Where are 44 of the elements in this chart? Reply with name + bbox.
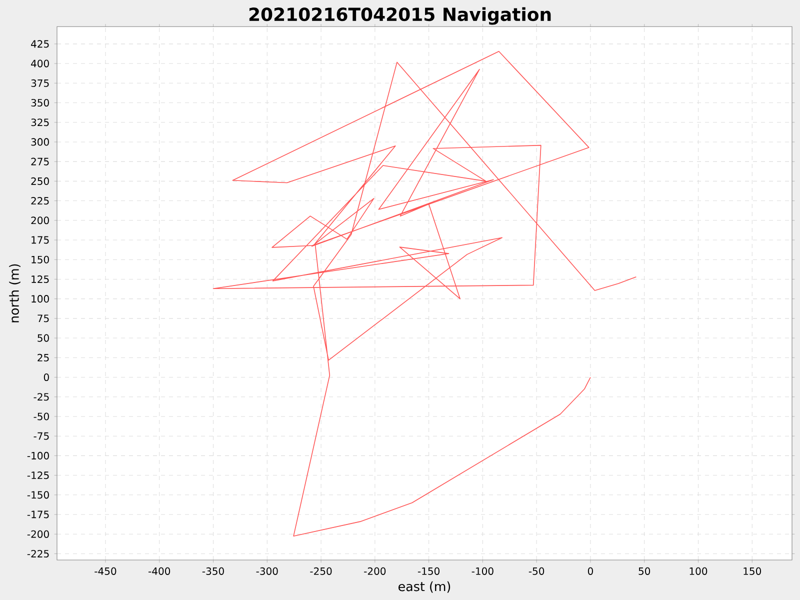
y-tick-label: 50 [38, 334, 49, 342]
y-tick-label: -175 [27, 510, 49, 518]
x-tick-label: -400 [148, 567, 170, 575]
x-tick-label: 100 [690, 567, 708, 575]
y-axis-title: north (m) [9, 264, 20, 322]
y-tick-label: 25 [38, 354, 49, 362]
line-series [212, 50, 637, 536]
x-tick-label: -250 [310, 567, 332, 575]
y-tick-label: -225 [27, 550, 49, 558]
y-tick-label: 400 [31, 60, 49, 68]
y-tick-label: 150 [32, 256, 49, 264]
y-tick-label: 0 [44, 373, 49, 382]
x-tick-label: -350 [202, 567, 224, 575]
y-tick-label: -200 [27, 530, 49, 538]
x-tick-label: 150 [744, 567, 761, 575]
y-tick-label: -150 [27, 491, 49, 499]
x-tick-label: -50 [528, 567, 544, 575]
chart-title: 20210216T042015 Navigation [249, 7, 551, 25]
y-tick-label: 200 [31, 216, 49, 224]
y-tick-label: 275 [31, 158, 49, 166]
y-tick-label: 100 [32, 295, 49, 303]
y-tick-label: 325 [31, 118, 49, 126]
y-tick-label: 225 [31, 197, 49, 205]
y-tick-label: -50 [34, 412, 49, 420]
y-tick-label: 425 [31, 40, 49, 48]
y-tick-label: 250 [31, 177, 49, 185]
x-tick-label: 50 [638, 567, 650, 575]
y-tick-label: 375 [31, 79, 49, 87]
y-tick-label: 125 [32, 275, 49, 284]
x-tick-label: -300 [256, 567, 278, 575]
y-tick-label: -75 [34, 432, 49, 440]
x-tick-label: -200 [364, 567, 386, 575]
x-axis-title: east (m) [398, 581, 450, 593]
y-tick-label: -25 [34, 393, 49, 401]
x-tick-label: 0 [588, 567, 593, 575]
x-tick-label: -100 [472, 567, 494, 575]
y-tick-label: 300 [31, 138, 49, 146]
y-tick-label: -125 [27, 472, 49, 480]
y-tick-label: 75 [38, 314, 49, 322]
y-tick-label: -100 [27, 452, 49, 460]
x-tick-label: -150 [418, 567, 440, 575]
x-tick-label: -450 [94, 567, 116, 575]
y-tick-label: 350 [31, 98, 49, 107]
y-tick-label: 175 [32, 236, 49, 244]
